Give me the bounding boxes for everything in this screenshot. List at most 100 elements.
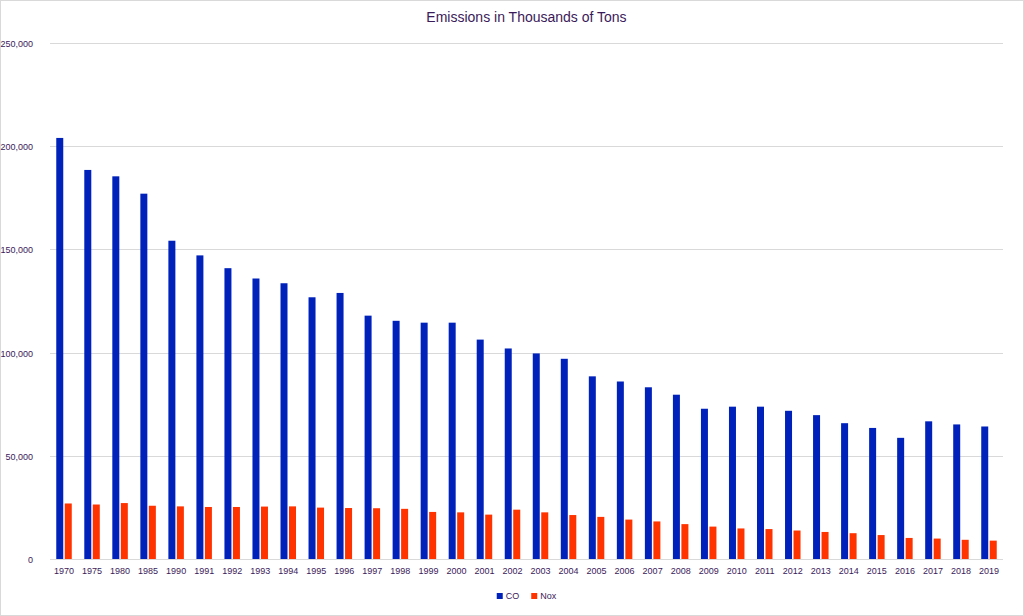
bar [737,528,744,559]
grid-line [50,146,1003,147]
chart-container: Emissions in Thousands of Tons050,000100… [0,0,1024,616]
x-tick-label: 1991 [194,566,214,576]
x-tick-label: 1996 [334,566,354,576]
grid-line [50,456,1003,457]
x-tick-label: 1997 [362,566,382,576]
y-tick-label: 50,000 [5,452,33,462]
x-tick-label: 2003 [530,566,550,576]
bar [457,512,464,559]
bar [224,268,231,559]
bar [729,407,736,559]
x-tick-label: 1993 [250,566,270,576]
bar [813,415,820,559]
bar [766,529,773,559]
bar [140,194,147,559]
bar [429,512,436,559]
bar [365,316,372,559]
x-tick-label: 2007 [643,566,663,576]
bar [401,509,408,559]
bar [317,508,324,559]
bar [625,520,632,559]
x-tick-label: 1999 [418,566,438,576]
bar [794,531,801,559]
bar [822,532,829,559]
x-tick-label: 2014 [839,566,859,576]
bar [289,506,296,559]
grid [50,44,1003,560]
x-tick-label: 2017 [923,566,943,576]
x-tick-label: 1992 [222,566,242,576]
bar [925,421,932,559]
bar [785,411,792,559]
x-tick-label: 1980 [110,566,130,576]
bar [177,506,184,559]
bar [589,376,596,559]
bar [673,395,680,559]
bar [981,426,988,559]
x-tick-label: 2008 [671,566,691,576]
legend: CO Nox [497,591,557,601]
bar [757,407,764,559]
bar [121,503,128,559]
bar [485,515,492,559]
bar [261,507,268,559]
bar [373,508,380,559]
bar [869,428,876,559]
legend-swatch [531,593,537,599]
bar [850,533,857,559]
bar [281,283,288,559]
bar [841,423,848,559]
y-tick-label: 250,000 [0,39,33,49]
x-tick-label: 2009 [699,566,719,576]
bar [93,505,100,559]
x-tick-label: 2005 [587,566,607,576]
bar [990,541,997,559]
legend-label: Nox [540,591,557,601]
bar [337,293,344,559]
chart-background [1,1,1024,616]
x-tick-label: 2001 [474,566,494,576]
x-tick-label: 2010 [727,566,747,576]
grid-line [50,353,1003,354]
bar [962,540,969,559]
x-tick-label: 2016 [895,566,915,576]
x-tick-label: 2004 [559,566,579,576]
bar [569,515,576,559]
bar [196,255,203,559]
y-tick-label: 0 [28,555,33,565]
y-tick-label: 150,000 [0,245,33,255]
bar [393,321,400,559]
bar [561,359,568,559]
x-tick-label: 2006 [615,566,635,576]
bar [533,353,540,559]
bar [421,323,428,559]
x-tick-label: 2000 [446,566,466,576]
bar [477,340,484,559]
x-tick-label: 1994 [278,566,298,576]
bar [709,527,716,559]
bar [897,438,904,559]
grid-line [50,249,1003,250]
x-tick-label: 1985 [138,566,158,576]
x-tick-label: 1995 [306,566,326,576]
bar [345,508,352,559]
bar [233,507,240,559]
bar [953,424,960,559]
x-tick-label: 2002 [502,566,522,576]
bar [65,503,72,559]
bar [681,524,688,559]
bar [617,382,624,560]
bar [252,279,259,560]
bar [505,348,512,559]
grid-line [50,559,1003,560]
bar [597,517,604,559]
bar [449,323,456,559]
x-tick-label: 1990 [166,566,186,576]
legend-item: CO [497,591,520,601]
grid-line [50,43,1003,44]
bar [149,506,156,559]
bar [84,170,91,559]
bar [112,176,119,559]
chart-title: Emissions in Thousands of Tons [426,9,626,25]
bar [934,539,941,559]
